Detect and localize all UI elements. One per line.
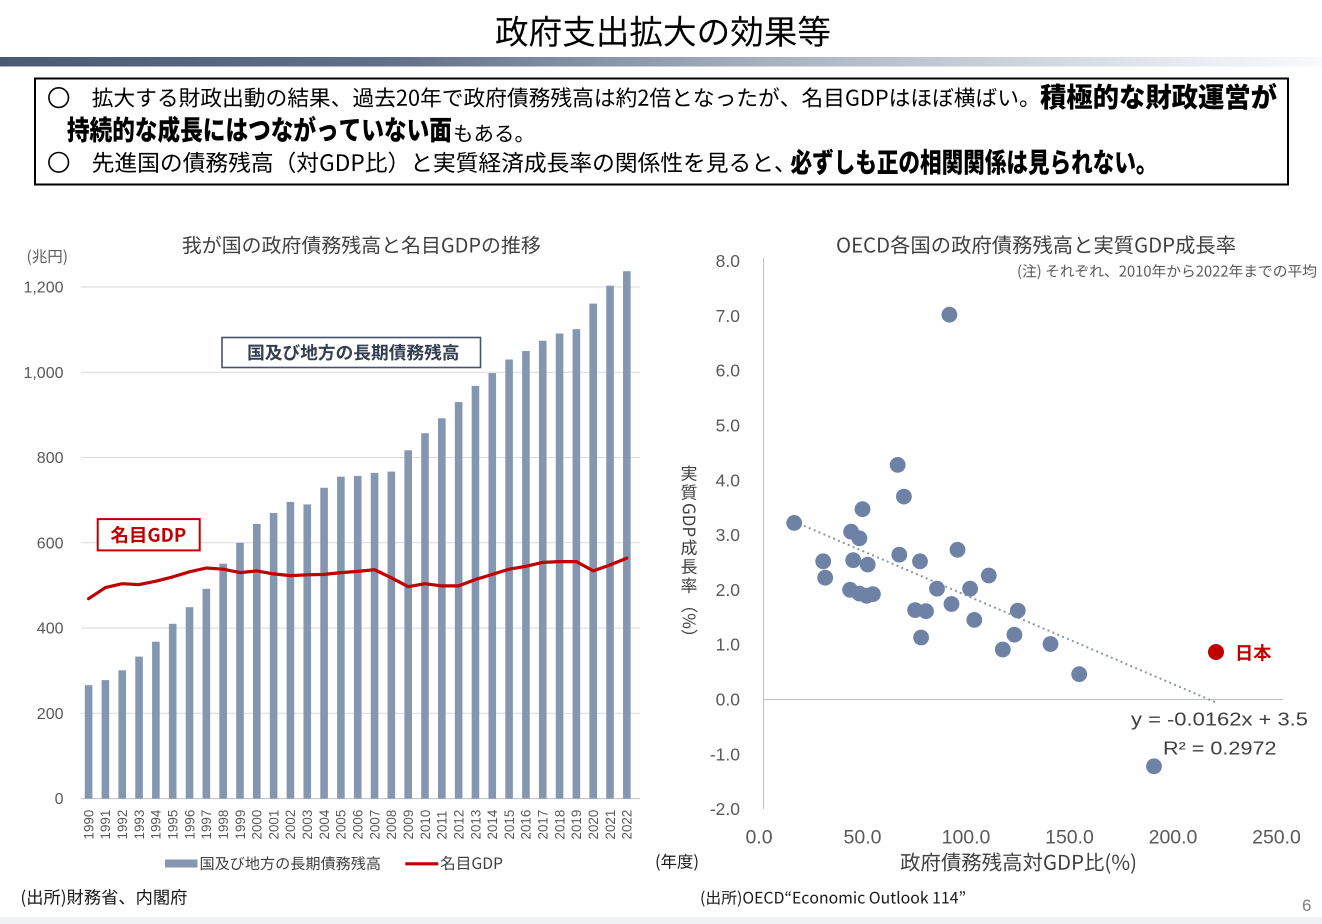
svg-text:2016: 2016 xyxy=(519,810,534,840)
svg-text:250.0: 250.0 xyxy=(1252,827,1301,849)
svg-text:0.0: 0.0 xyxy=(716,690,741,710)
svg-text:2013: 2013 xyxy=(468,810,483,840)
svg-text:1.0: 1.0 xyxy=(716,635,741,655)
svg-text:6.0: 6.0 xyxy=(716,361,741,381)
svg-text:2022: 2022 xyxy=(620,810,635,840)
svg-text:2017: 2017 xyxy=(536,810,551,840)
svg-text:2003: 2003 xyxy=(300,810,315,840)
svg-text:2020: 2020 xyxy=(586,810,601,840)
svg-text:7.0: 7.0 xyxy=(716,306,741,326)
svg-text:8.0: 8.0 xyxy=(716,251,741,271)
svg-text:2018: 2018 xyxy=(552,810,567,840)
svg-text:2019: 2019 xyxy=(569,810,584,840)
svg-text:50.0: 50.0 xyxy=(844,827,882,849)
svg-text:2012: 2012 xyxy=(451,810,466,840)
svg-text:2008: 2008 xyxy=(384,810,399,840)
svg-text:2021: 2021 xyxy=(603,810,618,840)
svg-text:4.0: 4.0 xyxy=(716,470,741,490)
svg-text:800: 800 xyxy=(37,450,64,467)
svg-text:R² = 0.2972: R² = 0.2972 xyxy=(1163,739,1277,759)
svg-text:6: 6 xyxy=(1302,896,1311,915)
svg-text:0.0: 0.0 xyxy=(745,827,772,849)
svg-text:2015: 2015 xyxy=(502,810,517,840)
svg-text:2000: 2000 xyxy=(250,810,265,840)
svg-text:1991: 1991 xyxy=(98,810,113,840)
svg-text:1996: 1996 xyxy=(182,810,197,840)
svg-text:2004: 2004 xyxy=(317,809,332,839)
svg-text:1,200: 1,200 xyxy=(23,280,63,297)
svg-text:200: 200 xyxy=(37,706,64,723)
svg-text:1,000: 1,000 xyxy=(23,365,63,382)
svg-text:400: 400 xyxy=(37,621,64,638)
svg-text:2007: 2007 xyxy=(367,810,382,840)
svg-text:2.0: 2.0 xyxy=(716,580,741,600)
svg-text:1997: 1997 xyxy=(199,810,214,840)
svg-text:2011: 2011 xyxy=(435,811,450,840)
svg-text:5.0: 5.0 xyxy=(716,416,741,436)
svg-text:150.0: 150.0 xyxy=(1045,827,1094,849)
svg-text:1992: 1992 xyxy=(115,810,130,840)
svg-text:2006: 2006 xyxy=(351,810,366,840)
svg-text:2014: 2014 xyxy=(485,809,500,839)
svg-text:2002: 2002 xyxy=(283,810,298,840)
svg-text:3.0: 3.0 xyxy=(716,525,741,545)
svg-text:1998: 1998 xyxy=(216,810,231,840)
svg-text:y = -0.0162x + 3.5: y = -0.0162x + 3.5 xyxy=(1131,710,1308,730)
svg-text:-1.0: -1.0 xyxy=(710,744,740,764)
svg-text:2010: 2010 xyxy=(418,810,433,840)
svg-text:1999: 1999 xyxy=(233,810,248,840)
svg-text:2009: 2009 xyxy=(401,810,416,840)
svg-text:1994: 1994 xyxy=(149,809,164,839)
svg-text:1995: 1995 xyxy=(166,810,181,840)
svg-text:-2.0: -2.0 xyxy=(710,799,740,819)
svg-text:0: 0 xyxy=(55,791,64,808)
svg-text:200.0: 200.0 xyxy=(1149,827,1198,849)
svg-text:2005: 2005 xyxy=(334,810,349,840)
svg-text:1993: 1993 xyxy=(132,810,147,840)
svg-text:100.0: 100.0 xyxy=(942,827,991,849)
svg-text:1990: 1990 xyxy=(81,810,96,840)
svg-text:2001: 2001 xyxy=(266,810,281,840)
svg-text:600: 600 xyxy=(37,535,64,552)
